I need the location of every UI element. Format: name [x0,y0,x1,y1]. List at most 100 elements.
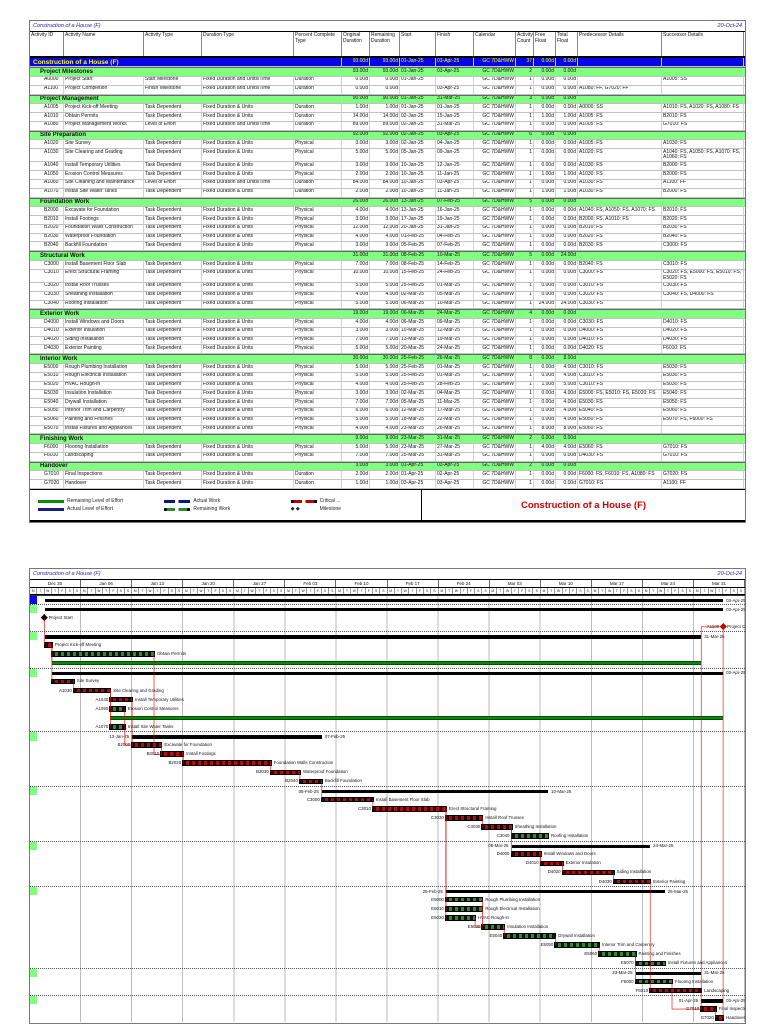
bar-label: Landscaping [704,987,730,993]
legend-project-title: Construction of a House (F) [520,499,647,511]
timescale-day: T [37,588,45,594]
timescale-day: M [285,588,293,594]
table-cell: GC 7D&HWW [474,224,516,233]
column-header: Duration Type [202,32,294,56]
table-cell: GC 7D&HWW [474,162,516,171]
table-cell: 1 [516,399,534,407]
table-cell: Sheathing Installation [64,291,144,300]
table-cell: 92.00d [342,131,370,140]
table-cell: 4.00d [342,381,370,390]
table-cell: 13-Mar-25 [400,336,436,345]
timescale-weeks: Dec 30 Jan 06 Jan 13 Jan 20 Jan 27 Feb 03 Feb … [30,580,745,588]
row-band-strip [30,931,37,940]
table-cell: G7010: FS [662,121,744,130]
table-cell: 1 [516,171,534,179]
table-cell: Site Survey [64,140,144,149]
gantt-bar [182,760,272,766]
row-band-strip [30,713,37,722]
table-cell: 0.00d [556,327,578,336]
timescale-day: S [482,588,490,594]
table-cell: Task Dependent [144,300,202,309]
table-cell: 6.00d [342,407,370,416]
table-cell: 12.00d [370,224,400,233]
table-cell: 11-Jan-25 [436,188,474,197]
gantt-bar [44,608,724,612]
timescale-day: S [526,588,534,594]
gantt-bar [109,724,126,730]
timescale-week: Mar 10 [541,580,592,587]
table-cell: 03-Apr-25 [436,179,474,188]
table-cell: 5.00d [342,345,370,354]
table-cell: 31-Mar-25 [436,121,474,130]
timescale-day: M [388,588,395,594]
page1-header: Construction of a House (F) 20-Oct-24 [30,21,745,32]
table-cell: 4.00d [556,390,578,399]
table-cell: Landscaping [64,452,144,461]
table-cell: 2.00d [342,188,370,197]
table-cell: 6 [516,131,534,140]
table-cell: E5050 [30,407,64,416]
gantt-body: 03-Apr-25 03-Apr-25 Project Start A1100 Proj… [30,595,745,1023]
bar-label: 07-Feb-25 [324,734,346,739]
table-cell: E5060: FS [662,407,744,416]
table-cell: GC 7D&HWW [474,252,516,260]
table-cell: 02-Jan-25 [400,140,436,149]
table-cell: Physical [294,336,342,345]
row-band-strip [30,822,37,831]
table-cell: 31-Mar-25 [436,95,474,104]
table-cell: D4000: FS [578,327,662,336]
gantt-bar [634,978,674,985]
table-cell [662,58,744,67]
table-cell: 01-Jan-25 [400,76,436,85]
timescale-day: F [315,588,322,594]
table-cell: 0.00d [534,121,556,130]
table-cell: D4030: FS [662,336,744,345]
table-cell: G7020: FS [662,471,744,480]
table-cell: 02-Mar-25 [400,390,436,399]
row-band-strip [30,768,37,777]
table-cell: Task Dependent [144,162,202,171]
gantt-row: 13-Jan-25 07-Feb-25 [30,731,745,741]
table-cell: 23-Mar-25 [400,425,436,434]
table-cell: 3.00d [342,327,370,336]
table-cell: 1 [516,261,534,269]
table-cell: 10-Mar-25 [436,300,474,309]
table-cell: D4030 [30,345,64,354]
timescale-day: S [125,588,133,594]
gantt-bar [539,860,564,867]
gantt-row: B2040 Backfill Foundation [30,777,745,786]
table-cell: G7010: FS [662,444,744,452]
gantt-bar [481,824,513,830]
gantt-row: C3020 Install Roof Trusses [30,813,745,822]
table-cell: Task Dependent [144,364,202,372]
gantt-bar [510,851,542,857]
gantt-bar [50,678,75,685]
table-cell: 0.00d [370,85,400,94]
timescale-day: S [66,588,74,594]
table-cell: C3010: FS [578,381,662,390]
gantt-bar [714,1015,725,1021]
table-cell: 0.00d [534,399,556,407]
table-cell: Fixed Duration & Units [202,140,294,149]
table-cell: 5.00d [342,149,370,162]
table-cell: Task Dependent [144,188,202,197]
wbs-title: Interior Work [30,355,342,363]
table-cell: C3000 [30,261,64,269]
table-cell: 5 [516,252,534,260]
timescale-day: M [592,588,600,594]
timescale-day: S [636,588,643,594]
table-cell: 14.00d [342,113,370,121]
bar-label: Final Inspections [718,1005,745,1011]
gantt-row: B2030 Waterproof Foundation [30,768,745,777]
table-cell: GC 7D&HWW [474,425,516,434]
table-cell: 15-Jan-25 [436,113,474,121]
timescale-day: S [271,588,279,594]
table-cell: Task Dependent [144,216,202,224]
table-cell: A1020: FS [578,149,662,162]
table-cell: C3000: FS [662,242,744,251]
table-cell [578,252,662,260]
table-cell: 30.00d [342,355,370,363]
table-cell: A1040: FS, A1050: FS, A1070: FS [578,207,662,216]
table-cell: Fixed Duration & Units [202,381,294,390]
table-cell: 3.00d [370,390,400,399]
